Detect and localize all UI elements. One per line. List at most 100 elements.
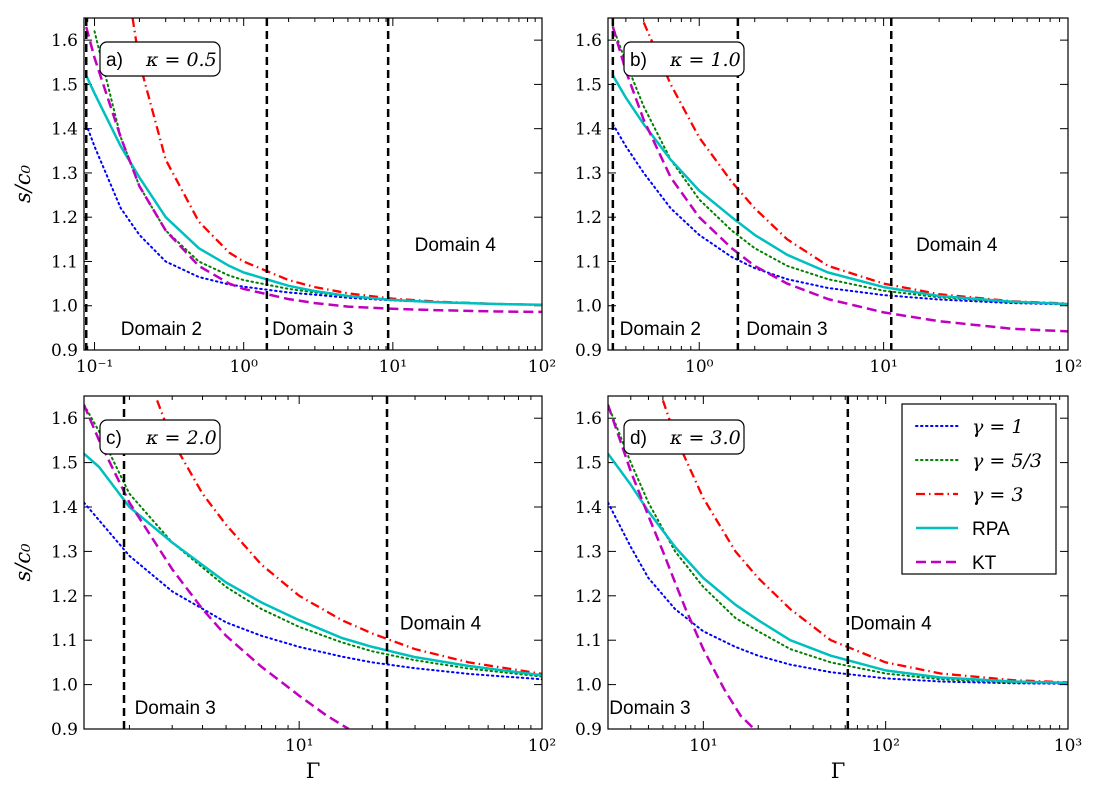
legend-label: KT [972,553,997,574]
panel-c: 10¹ 10² 0.9 1.0 1.1 1.2 1.3 1.4 1.5 1.6 Domain 3 Do… [11,395,556,783]
y-tick-label: 1.4 [575,498,602,518]
x-tick-label: 10⁰ [229,357,258,377]
panel-d: 10¹ 10² 10³ 0.9 1.0 1.1 1.2 1.3 1.4 1.5 1.6 Domain … [575,395,1082,783]
y-tick-label: 1.0 [51,297,78,317]
y-tick-label: 1.1 [51,252,78,272]
kappa-label: κ = 0.5 [145,49,217,71]
panel-label-box [99,419,221,455]
series-line [84,403,542,678]
legend-label: RPA [972,519,1010,540]
y-tick-label: 1.6 [575,31,602,51]
panel-letter: c) [106,428,122,449]
legend-frame [901,403,1057,575]
x-tick-label: 10² [871,736,899,756]
domain-label: Domain 4 [916,235,998,256]
series-line [156,399,542,676]
x-axis-label: Γ [306,759,321,783]
series-group [608,400,1068,729]
series-line [611,26,1068,333]
y-tick-label: 0.9 [575,720,602,740]
domain-label: Domain 2 [121,319,202,340]
series-line [611,123,1068,306]
y-tick-label: 1.6 [51,31,78,51]
series-line [84,452,542,677]
x-tick-label: 10² [1054,357,1082,377]
legend: γ = 1 γ = 5/3 γ = 3 RPA KT [901,403,1057,575]
domain-label: Domain 4 [850,613,932,634]
x-tick-label: 10¹ [379,357,407,377]
legend-label: γ = 5/3 [972,450,1042,472]
domain-label: Domain 3 [609,698,690,719]
y-tick-label: 1.0 [51,676,78,696]
series-line [85,74,542,307]
panel-label-box [623,419,745,455]
legend-label: γ = 3 [972,484,1023,506]
plot-frame [83,17,543,351]
y-tick-label: 1.0 [575,676,602,696]
panel-label-box [99,41,221,77]
y-tick-label: 1.1 [575,252,602,272]
series-group [611,21,1068,333]
series-line [608,403,1068,685]
y-tick-label: 1.1 [51,631,78,651]
series-line [608,404,756,729]
x-axis-label: Γ [831,759,846,783]
y-tick-label: 1.4 [51,498,78,518]
y-tick-label: 1.5 [575,454,602,474]
y-tick-label: 1.3 [575,542,602,562]
y-tick-label: 1.2 [575,587,602,607]
series-line [84,404,350,729]
y-tick-label: 1.2 [51,208,78,228]
y-tick-label: 1.2 [575,208,602,228]
y-tick-label: 1.5 [575,75,602,95]
x-tick-label: 10¹ [285,736,313,756]
domain-label: Domain 3 [135,698,216,719]
y-tick-label: 0.9 [51,341,78,361]
panel-letter: d) [630,428,647,449]
domain-label: Domain 3 [746,319,827,340]
y-tick-label: 0.9 [575,341,602,361]
y-tick-label: 1.5 [51,454,78,474]
kappa-label: κ = 3.0 [669,427,741,449]
x-tick-label: 10¹ [689,736,717,756]
series-line [611,25,1068,305]
y-tick-label: 1.1 [575,631,602,651]
series-line [611,74,1068,306]
y-axis-label: s/c₀ [11,164,35,203]
domain-label: Domain 2 [620,319,701,340]
y-tick-label: 1.0 [575,297,602,317]
series-line [85,123,542,306]
y-tick-label: 1.3 [51,164,78,184]
y-tick-label: 1.4 [575,120,602,140]
x-tick-label: 10² [528,357,556,377]
panel-letter: a) [106,50,123,71]
y-tick-label: 1.3 [51,542,78,562]
y-tick-label: 1.5 [51,75,78,95]
kappa-label: κ = 2.0 [145,427,217,449]
series-line [642,21,1068,305]
kappa-label: κ = 1.0 [669,49,741,71]
series-line [608,501,1068,685]
y-tick-label: 1.2 [51,587,78,607]
panel-a: 10⁻¹ 10⁰ 10¹ 10² 0.9 1.0 1.1 1.2 1.3 1.4 1.5 1.6 Dom… [11,17,556,377]
domain-label: Domain 4 [400,613,482,634]
plot-frame [83,395,543,730]
panel-label-box [623,41,745,77]
domain-label: Domain 4 [415,235,497,256]
panel-b: 10⁰ 10¹ 10² 0.9 1.0 1.1 1.2 1.3 1.4 1.5 1.6 Domain … [575,17,1082,377]
series-line [608,452,1068,685]
legend-label: γ = 1 [972,416,1023,438]
y-axis-label: s/c₀ [11,543,35,582]
y-tick-label: 1.6 [51,409,78,429]
x-tick-label: 10⁰ [685,357,714,377]
y-tick-label: 1.3 [575,164,602,184]
series-line [661,400,1068,684]
domain-label: Domain 3 [272,319,353,340]
plot-frame [607,17,1069,351]
y-tick-label: 0.9 [51,720,78,740]
x-tick-label: 10² [528,736,556,756]
x-tick-label: 10³ [1054,736,1082,756]
panel-letter: b) [630,50,647,71]
x-tick-label: 10¹ [869,357,897,377]
